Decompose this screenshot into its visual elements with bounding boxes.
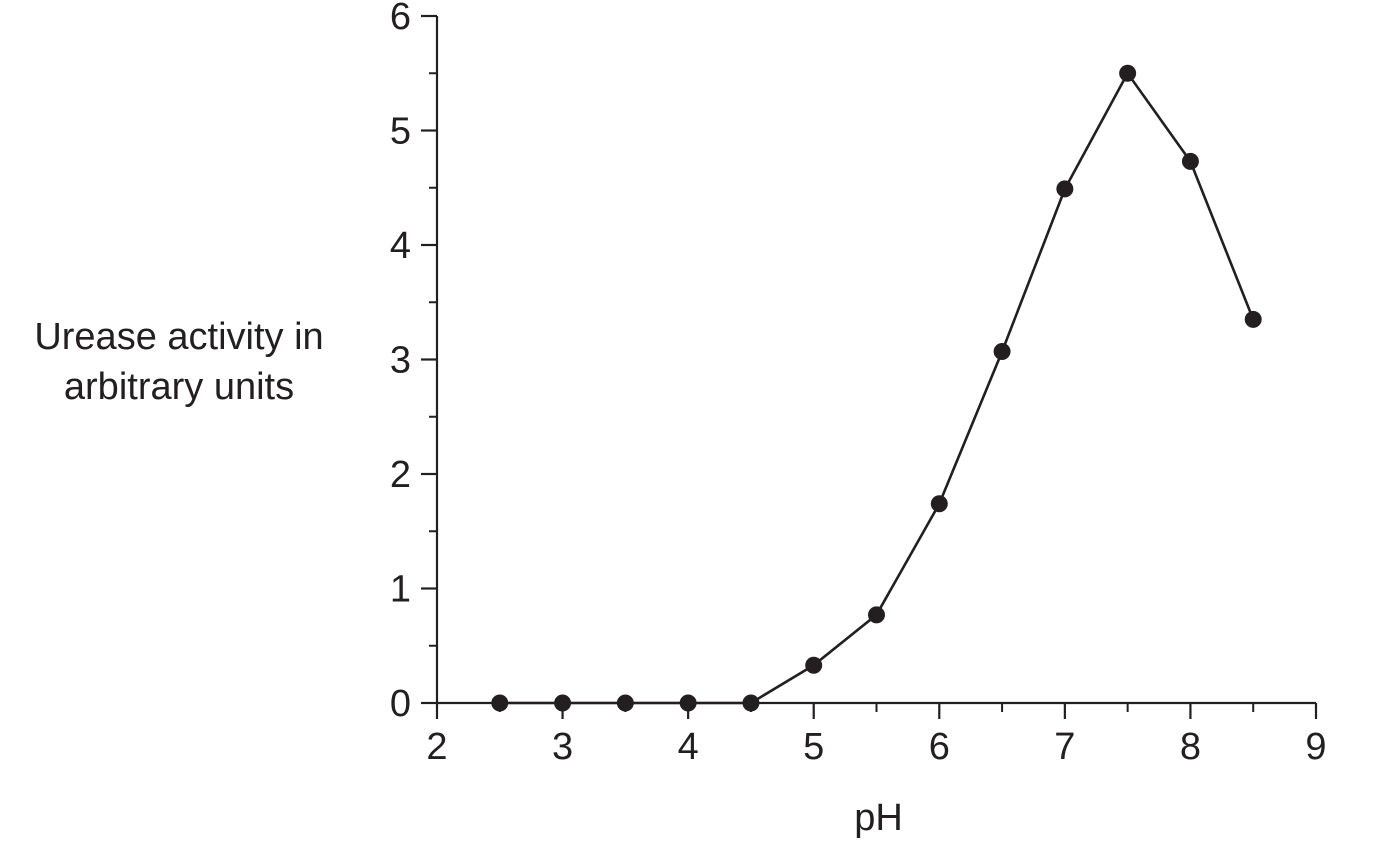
x-axis-label: pH xyxy=(854,797,903,839)
y-tick-label: 4 xyxy=(390,225,411,267)
x-tick-label: 4 xyxy=(678,726,699,768)
data-point xyxy=(805,656,823,674)
data-point xyxy=(679,694,697,712)
y-tick-label: 6 xyxy=(390,0,411,38)
data-point xyxy=(742,694,760,712)
y-tick-label: 2 xyxy=(390,454,411,496)
data-point xyxy=(930,495,948,513)
y-tick-label: 3 xyxy=(390,340,411,382)
tick-labels: 0 1 2 3 4 5 6 2 3 4 5 6 7 8 9 xyxy=(390,0,1327,768)
y-tick-label: 0 xyxy=(390,683,411,725)
data-point xyxy=(1181,152,1199,170)
x-tick-label: 8 xyxy=(1180,726,1201,768)
data-point xyxy=(554,694,572,712)
y-axis-label: Urease activity in arbitrary units xyxy=(14,312,344,412)
data-point xyxy=(993,342,1011,360)
data-point xyxy=(1244,310,1262,328)
x-tick-label: 3 xyxy=(552,726,573,768)
y-axis-label-line-1: Urease activity in xyxy=(34,316,324,358)
x-tick-label: 5 xyxy=(803,726,824,768)
x-tick-label: 9 xyxy=(1305,726,1326,768)
y-tick-label: 5 xyxy=(390,111,411,153)
series-layer xyxy=(491,64,1262,712)
x-tick-label: 7 xyxy=(1054,726,1075,768)
x-tick-label: 2 xyxy=(426,726,447,768)
x-tick-label: 6 xyxy=(929,726,950,768)
data-point xyxy=(1056,180,1074,198)
data-point xyxy=(616,694,634,712)
data-point xyxy=(1119,64,1137,82)
minor-ticks xyxy=(429,72,1255,712)
y-tick-label: 1 xyxy=(390,569,411,611)
data-point xyxy=(868,606,885,624)
y-axis-label-line-2: arbitrary units xyxy=(63,366,295,408)
data-point xyxy=(491,694,509,712)
